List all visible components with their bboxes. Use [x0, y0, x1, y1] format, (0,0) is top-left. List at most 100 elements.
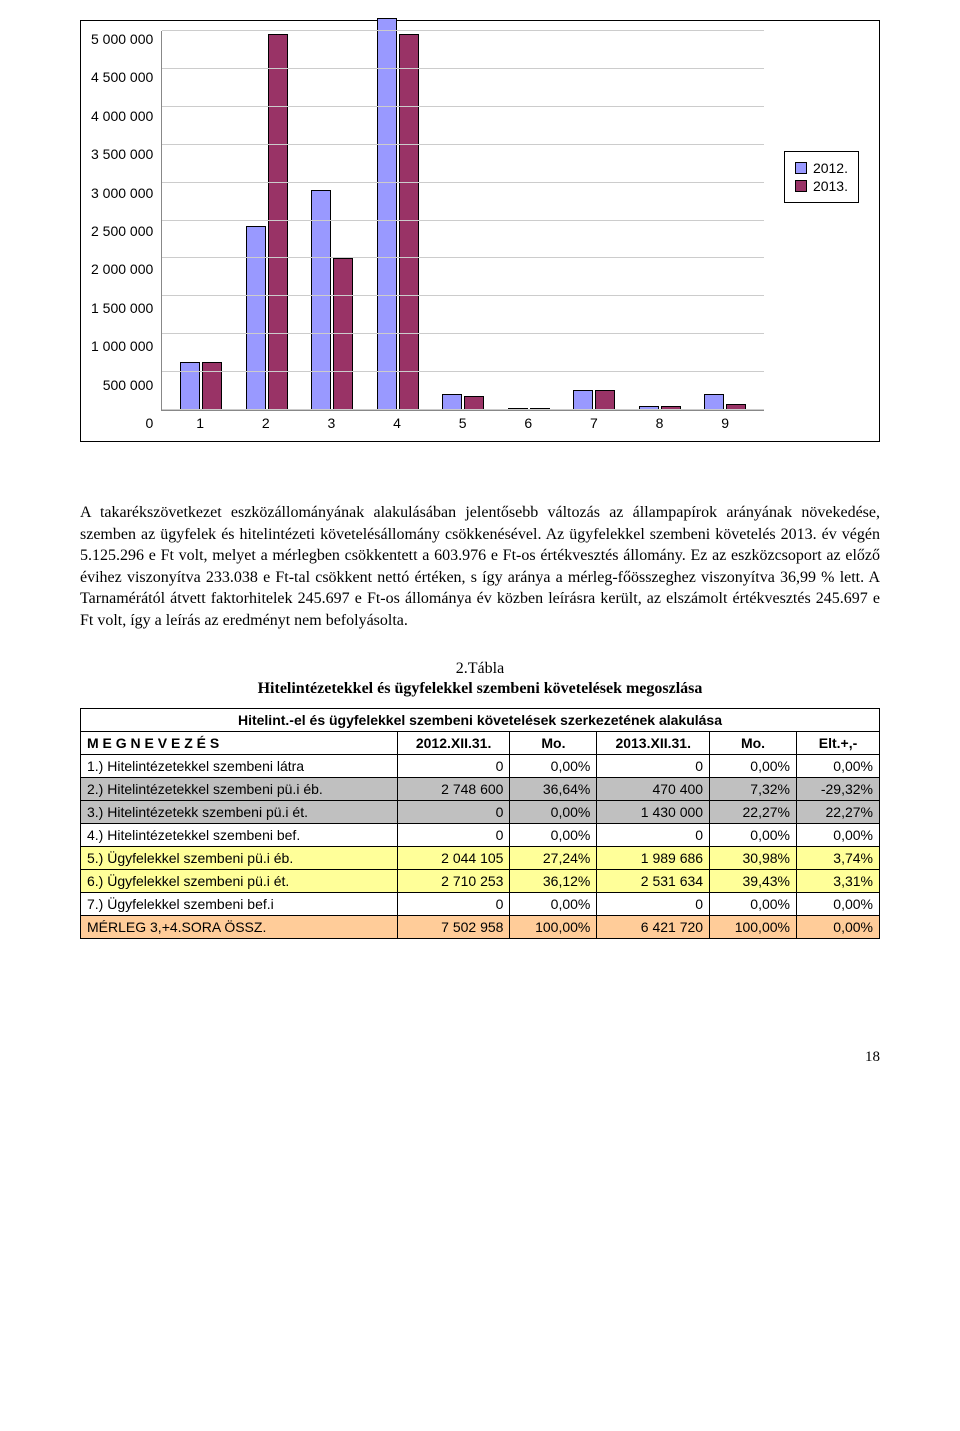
- y-tick: 2 000 000: [91, 261, 153, 277]
- x-tick: 5: [430, 415, 496, 431]
- table-row: 2.) Hitelintézetekkel szembeni pü.i éb.2…: [81, 777, 880, 800]
- table-cell: 0: [597, 823, 710, 846]
- bar: [464, 396, 484, 410]
- claims-table: Hitelint.-el és ügyfelekkel szembeni köv…: [80, 708, 880, 939]
- bar: [442, 394, 462, 410]
- table-cell: 0,00%: [510, 800, 597, 823]
- table-cell: 30,98%: [710, 846, 797, 869]
- x-tick: 8: [627, 415, 693, 431]
- table-cell: 0,00%: [710, 754, 797, 777]
- grid-line: [162, 144, 764, 145]
- grid-line: [162, 220, 764, 221]
- bar-group: [561, 390, 627, 410]
- grid-line: [162, 295, 764, 296]
- y-tick: 0: [146, 415, 154, 431]
- table-header-cell: 2013.XII.31.: [597, 731, 710, 754]
- bar: [311, 190, 331, 410]
- table-cell: 2 531 634: [597, 869, 710, 892]
- row-label-cell: 5.) Ügyfelekkel szembeni pü.i éb.: [81, 846, 398, 869]
- table-cell: 7,32%: [710, 777, 797, 800]
- table-row: 7.) Ügyfelekkel szembeni bef.i00,00%00,0…: [81, 892, 880, 915]
- bar: [246, 226, 266, 410]
- table-cell: 100,00%: [510, 915, 597, 938]
- row-label-cell: 3.) Hitelintézetekk szembeni pü.i ét.: [81, 800, 398, 823]
- table-caption-line1: 2.Tábla: [80, 660, 880, 678]
- table-cell: 470 400: [597, 777, 710, 800]
- table-cell: 2 748 600: [397, 777, 510, 800]
- table-cell: 36,64%: [510, 777, 597, 800]
- table-cell: 0,00%: [796, 892, 879, 915]
- table-cell: 0,00%: [710, 823, 797, 846]
- table-cell: 0,00%: [796, 823, 879, 846]
- table-cell: -29,32%: [796, 777, 879, 800]
- y-tick: 1 500 000: [91, 300, 153, 316]
- table-cell: 0,00%: [510, 823, 597, 846]
- table-cell: 100,00%: [710, 915, 797, 938]
- bars-container: [162, 31, 764, 410]
- grid-line: [162, 409, 764, 410]
- body-paragraph: A takarékszövetkezet eszközállományának …: [80, 502, 880, 632]
- plot: [161, 31, 764, 411]
- table-row: 5.) Ügyfelekkel szembeni pü.i éb.2 044 1…: [81, 846, 880, 869]
- grid-line: [162, 333, 764, 334]
- legend-item: 2012.: [795, 160, 848, 176]
- table-cell: 36,12%: [510, 869, 597, 892]
- grid-line: [162, 68, 764, 69]
- y-tick: 500 000: [103, 377, 154, 393]
- x-tick: 4: [364, 415, 430, 431]
- table-cell: 22,27%: [796, 800, 879, 823]
- table-cell: 1 430 000: [597, 800, 710, 823]
- x-tick: 9: [692, 415, 758, 431]
- table-cell: 3,31%: [796, 869, 879, 892]
- table-cell: 7 502 958: [397, 915, 510, 938]
- table-row: 3.) Hitelintézetekk szembeni pü.i ét.00,…: [81, 800, 880, 823]
- bar: [399, 34, 419, 410]
- table-cell: 0: [597, 754, 710, 777]
- table-cell: 22,27%: [710, 800, 797, 823]
- y-tick: 4 000 000: [91, 108, 153, 124]
- table-cell: 2 044 105: [397, 846, 510, 869]
- row-label-cell: 6.) Ügyfelekkel szembeni pü.i ét.: [81, 869, 398, 892]
- x-tick: 3: [299, 415, 365, 431]
- table-cell: 39,43%: [710, 869, 797, 892]
- table-header-cell: M E G N E V E Z É S: [81, 731, 398, 754]
- legend-item: 2013.: [795, 178, 848, 194]
- legend: 2012. 2013.: [784, 151, 859, 203]
- y-tick: 5 000 000: [91, 31, 153, 47]
- bar-group: [365, 18, 431, 410]
- table-cell: 0,00%: [510, 892, 597, 915]
- bar-group: [299, 190, 365, 410]
- x-tick: 7: [561, 415, 627, 431]
- table-row: 1.) Hitelintézetekkel szembeni látra00,0…: [81, 754, 880, 777]
- bar: [704, 394, 724, 410]
- bar-group: [234, 34, 300, 410]
- y-axis: 5 000 0004 500 0004 000 0003 500 0003 00…: [91, 31, 161, 431]
- bar: [268, 34, 288, 410]
- y-tick: 2 500 000: [91, 223, 153, 239]
- chart-area: 5 000 000 4 500 000 4 000 000 3 500 000 3 00…: [91, 31, 764, 431]
- bar: [573, 390, 593, 410]
- row-label-cell: 2.) Hitelintézetekkel szembeni pü.i éb.: [81, 777, 398, 800]
- bar-chart: 5 000 000 4 500 000 4 000 000 3 500 000 3 00…: [80, 20, 880, 442]
- table-caption: 2.Tábla Hitelintézetekkel és ügyfelekkel…: [80, 660, 880, 698]
- table-cell: 6 421 720: [597, 915, 710, 938]
- bar: [202, 362, 222, 410]
- x-tick: 6: [495, 415, 561, 431]
- plot-wrap: 123456789: [161, 31, 764, 431]
- y-tick: 3 500 000: [91, 146, 153, 162]
- table-cell: 0: [397, 754, 510, 777]
- row-label-cell: 1.) Hitelintézetekkel szembeni látra: [81, 754, 398, 777]
- y-tick: 3 000 000: [91, 185, 153, 201]
- legend-label: 2012.: [813, 160, 848, 176]
- table-header-cell: Mo.: [710, 731, 797, 754]
- x-tick: 1: [167, 415, 233, 431]
- bar: [377, 18, 397, 410]
- bar-group: [168, 362, 234, 410]
- table-header-cell: Mo.: [510, 731, 597, 754]
- table-cell: 0: [597, 892, 710, 915]
- bar: [595, 390, 615, 410]
- table-cell: 0,00%: [796, 915, 879, 938]
- row-label-cell: 7.) Ügyfelekkel szembeni bef.i: [81, 892, 398, 915]
- table-row: 6.) Ügyfelekkel szembeni pü.i ét.2 710 2…: [81, 869, 880, 892]
- table-cell: 0: [397, 800, 510, 823]
